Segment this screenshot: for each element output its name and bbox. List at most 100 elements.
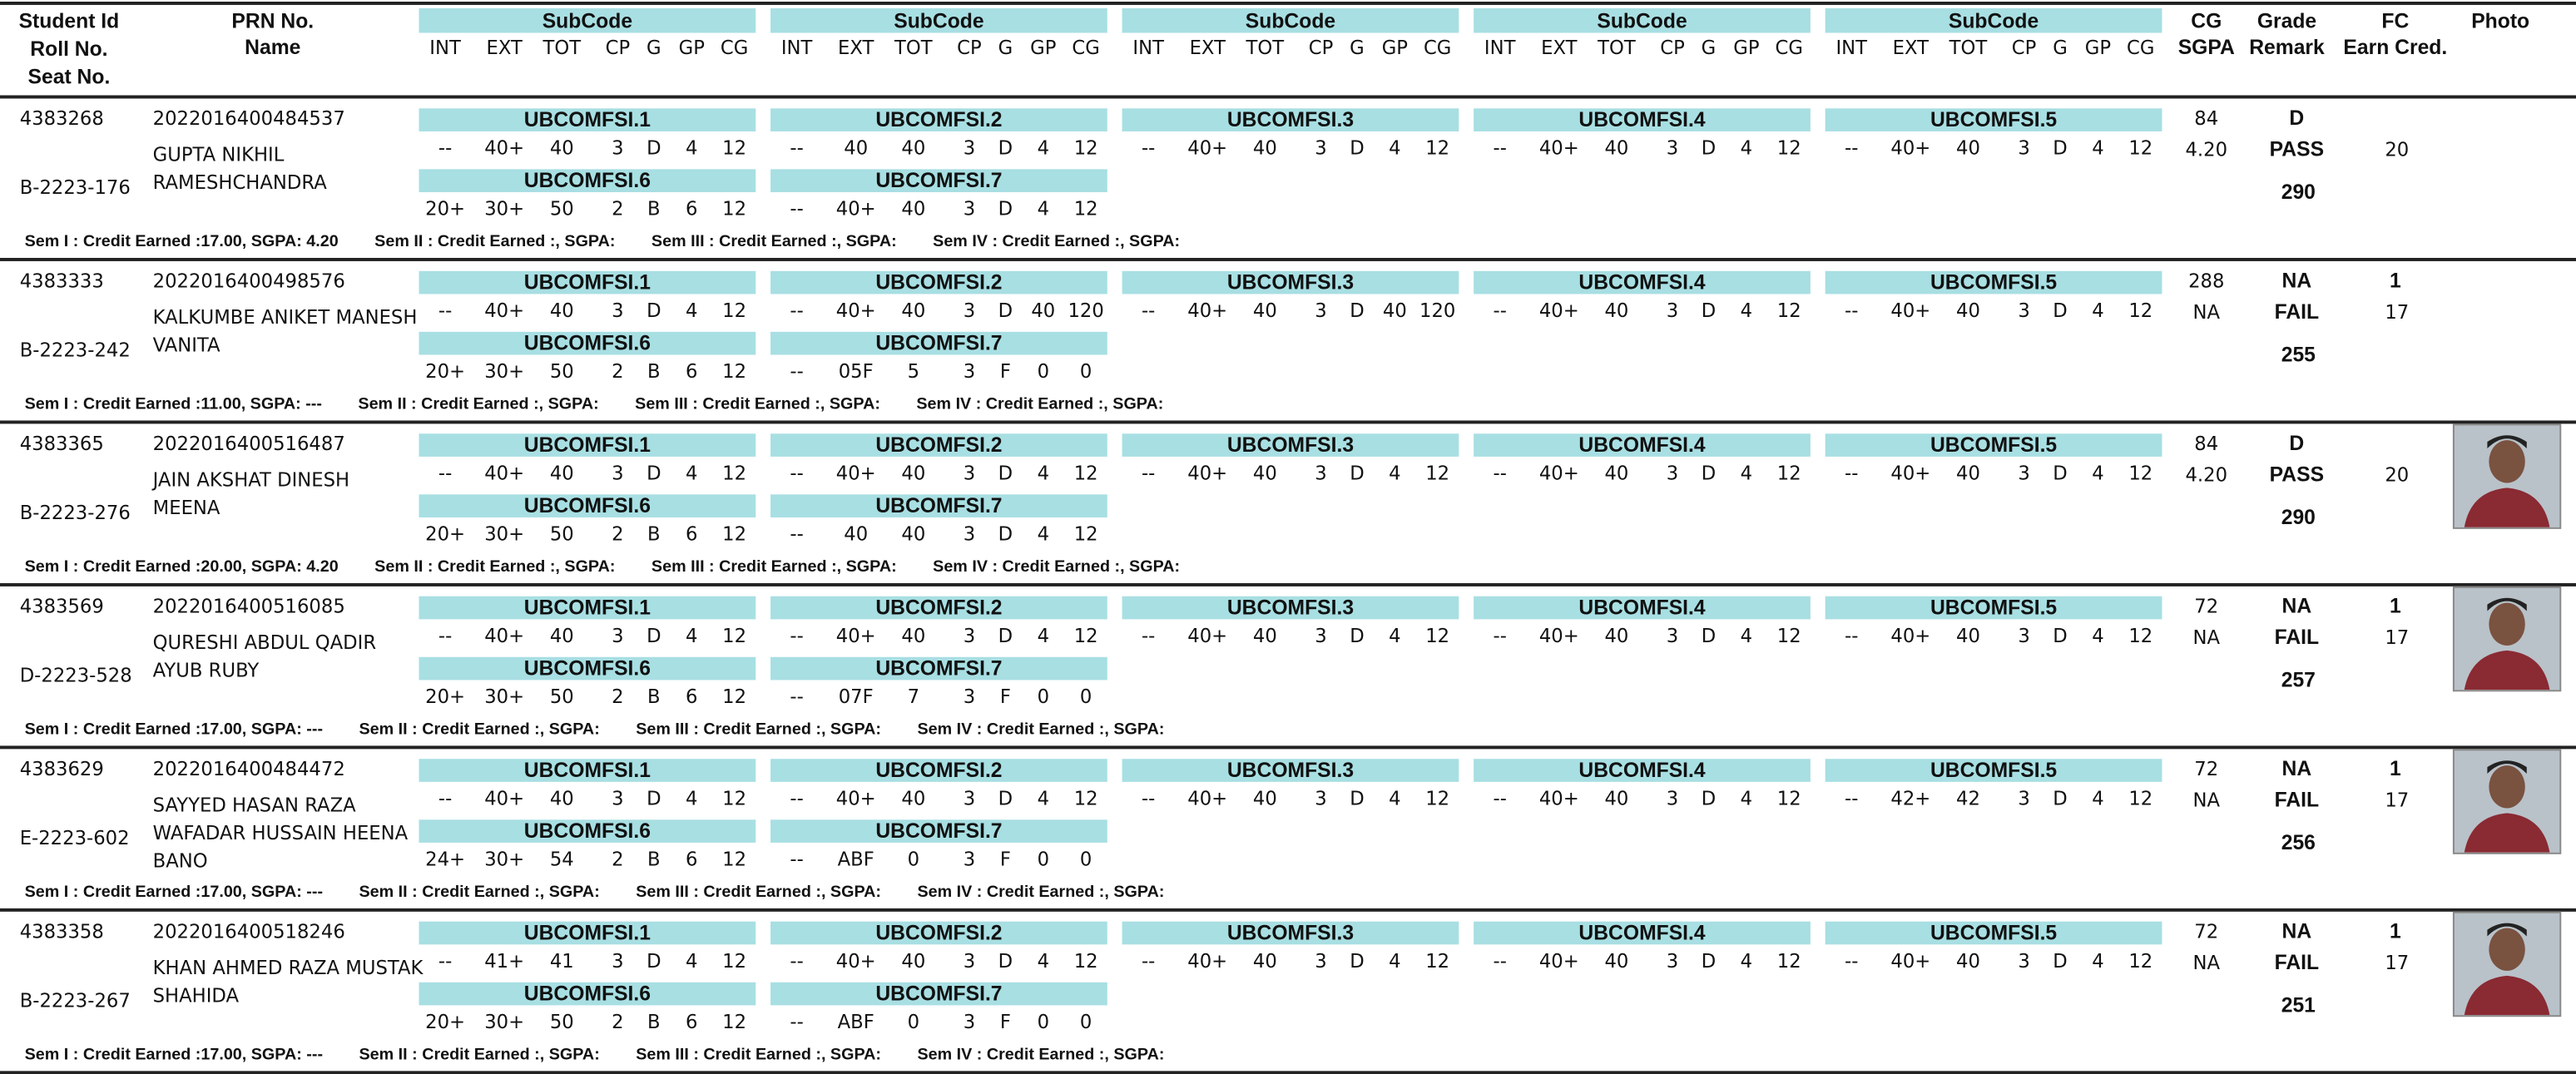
mark: 40 [1604,136,1629,160]
subcode-bar [419,331,756,355]
mark: 12 [722,1010,747,1033]
cg: 72 [2194,594,2219,618]
mark: D [2053,461,2068,485]
mark: 40 [1604,624,1629,647]
mark: 50 [549,196,574,220]
remark: FAIL [2274,788,2320,812]
subject-code: UBCOMFSI.6 [523,656,651,681]
subject-code: UBCOMFSI.3 [1226,270,1355,294]
mark: 2 [612,847,624,871]
grade: NA [2281,594,2312,618]
mark: 12 [2128,786,2153,810]
fc: 1 [2389,269,2401,293]
mark: -- [1141,136,1156,160]
subcode-bar [419,819,756,843]
subcode-bar [419,433,756,457]
mark: D [2053,786,2068,810]
subcode-bar [1474,921,1811,945]
mark: 4 [1037,196,1050,220]
rule [0,745,2576,750]
mark: 40 [1604,949,1629,973]
mark: 12 [722,624,747,647]
mark: 4 [1740,624,1753,647]
column-label: CP [605,36,631,60]
mark: 4 [1037,461,1050,485]
mark: 40+ [484,461,525,485]
prn: 2022016400484472 [152,757,345,780]
column-label: INT [1835,36,1868,60]
semester-line: Sem I : Credit Earned :11.00, SGPA: --- S… [25,396,1200,416]
column-label: G [646,36,661,60]
subcode-bar [770,656,1107,681]
header-label: Name [245,36,301,60]
column-label: GP [1733,36,1760,60]
mark: 40 [1031,299,1056,323]
subcode-header-bar [770,7,1107,33]
mark: 6 [686,847,698,871]
subcode-bar [770,270,1107,294]
mark: D [1701,136,1717,160]
column-label: CG [2127,36,2155,60]
mark: 3 [612,136,624,160]
mark: 6 [686,522,698,546]
column-label: G [998,36,1013,60]
mark: 40 [1252,624,1277,647]
mark: 12 [1776,299,1801,323]
mark: 40 [549,624,574,647]
mark: D [1350,299,1365,323]
mark: 12 [722,786,747,810]
column-label: INT [1484,36,1516,60]
photo [2452,749,2562,854]
mark: 4 [686,786,698,810]
mark: 12 [2128,949,2153,973]
photo-figure [2454,425,2560,527]
mark: 50 [549,359,574,384]
subject-code: UBCOMFSI.1 [523,921,651,945]
mark: 40 [549,461,574,485]
column-label: CP [957,36,982,60]
mark: 50 [549,522,574,546]
student-name: JAIN AKSHAT DINESH [152,468,350,492]
mark: 0 [907,1010,920,1033]
mark: 120 [1419,299,1456,323]
subcode-bar [419,759,756,782]
mark: 40+ [484,786,525,810]
mark: -- [790,847,804,871]
header-label: SubCode [1597,9,1687,33]
mark: 41 [549,949,574,973]
mark: 4 [686,624,698,647]
header-label: Earn Cred. [2343,36,2448,60]
mark: 40 [901,136,926,160]
mark: 12 [722,299,747,323]
mark: -- [1141,461,1156,485]
mark: D [998,461,1013,485]
fc: 1 [2389,757,2401,780]
semester-credit: Sem III : Credit Earned :, SGPA: [636,720,882,740]
subject-code: UBCOMFSI.2 [875,596,1003,620]
semester-credit: Sem II : Credit Earned :, SGPA: [359,883,600,903]
subcode-bar [1474,108,1811,131]
mark: -- [1141,624,1156,647]
mark: 12 [1776,461,1801,485]
subcode-bar [770,494,1107,517]
mark: 42+ [1890,786,1931,810]
student-id: 4383569 [19,594,104,618]
mark: D [998,786,1013,810]
mark: 3 [963,949,976,973]
header-label: SubCode [894,9,984,33]
mark: 40 [1955,624,1980,647]
mark: 3 [1315,624,1327,647]
semester-credit: Sem III : Credit Earned :, SGPA: [651,558,897,577]
mark: B [647,359,661,384]
mark: 0 [1037,359,1050,384]
subject-code: UBCOMFSI.4 [1578,759,1706,782]
mark: D [1701,299,1717,323]
mark: D [1701,786,1717,810]
mark: 3 [1666,136,1679,160]
mark: 4 [1740,461,1753,485]
mark: D [1350,624,1365,647]
subject-code: UBCOMFSI.5 [1930,596,2058,620]
mark: -- [438,624,453,647]
mark: 12 [1425,136,1450,160]
subcode-bar [419,270,756,294]
